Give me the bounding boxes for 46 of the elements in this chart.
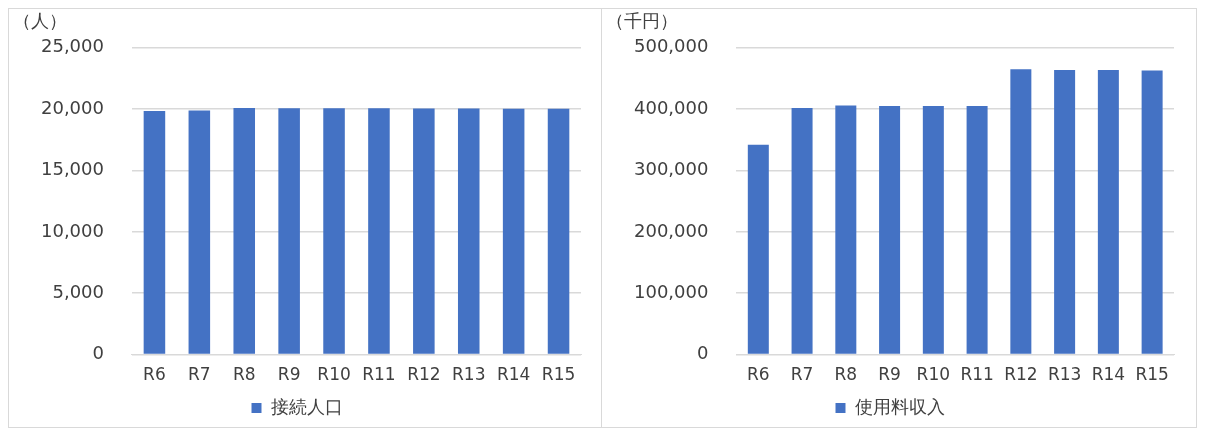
bar xyxy=(966,106,988,354)
x-tick-label: R12 xyxy=(1004,364,1038,385)
x-tick-label: R7 xyxy=(790,364,814,385)
x-tick-label: R15 xyxy=(541,364,576,385)
y-tick-label: 10,000 xyxy=(41,219,104,241)
x-tick-label: R15 xyxy=(1135,364,1169,385)
x-tick-label: R7 xyxy=(188,364,211,385)
bar xyxy=(1141,70,1163,354)
x-tick-label: R6 xyxy=(746,364,770,385)
x-tick-label: R14 xyxy=(1091,364,1126,385)
y-tick-label: 20,000 xyxy=(41,96,104,118)
x-tick-label: R11 xyxy=(960,364,994,385)
x-tick-label: R8 xyxy=(232,364,256,385)
bar xyxy=(922,106,944,354)
y-tick-label: 100,000 xyxy=(634,280,709,302)
y-tick-label: 0 xyxy=(696,342,709,364)
bar xyxy=(1054,69,1076,354)
x-tick-label: R14 xyxy=(496,364,531,385)
y-tick-label: 200,000 xyxy=(634,219,709,241)
y-tick-label: 400,000 xyxy=(634,96,709,118)
y-tick-label: 15,000 xyxy=(41,158,104,180)
y-tick-label: 300,000 xyxy=(634,158,709,180)
x-tick-label: R10 xyxy=(916,364,951,385)
x-tick-label: R13 xyxy=(1047,364,1082,385)
legend-label: 接続人口 xyxy=(270,395,343,417)
y-axis-title: （人） xyxy=(13,9,67,31)
bar xyxy=(1097,69,1119,354)
x-tick-label: R6 xyxy=(143,364,166,385)
y-axis-title: （千円） xyxy=(606,9,678,31)
bar xyxy=(1010,69,1032,354)
x-tick-label: R9 xyxy=(277,364,301,385)
x-tick-label: R12 xyxy=(407,364,441,385)
x-tick-label: R8 xyxy=(834,364,858,385)
y-tick-label: 5,000 xyxy=(52,280,104,302)
bar xyxy=(747,144,769,354)
bar xyxy=(791,107,813,354)
x-tick-label: R11 xyxy=(362,364,396,385)
legend-label: 使用料収入 xyxy=(854,395,945,417)
y-tick-label: 0 xyxy=(92,342,104,364)
bar xyxy=(879,106,901,354)
y-tick-label: 25,000 xyxy=(41,35,104,57)
y-tick-label: 500,000 xyxy=(634,35,709,57)
x-tick-label: R10 xyxy=(317,364,351,385)
bar xyxy=(835,105,857,354)
x-tick-label: R9 xyxy=(878,364,901,385)
x-tick-label: R13 xyxy=(452,364,486,385)
